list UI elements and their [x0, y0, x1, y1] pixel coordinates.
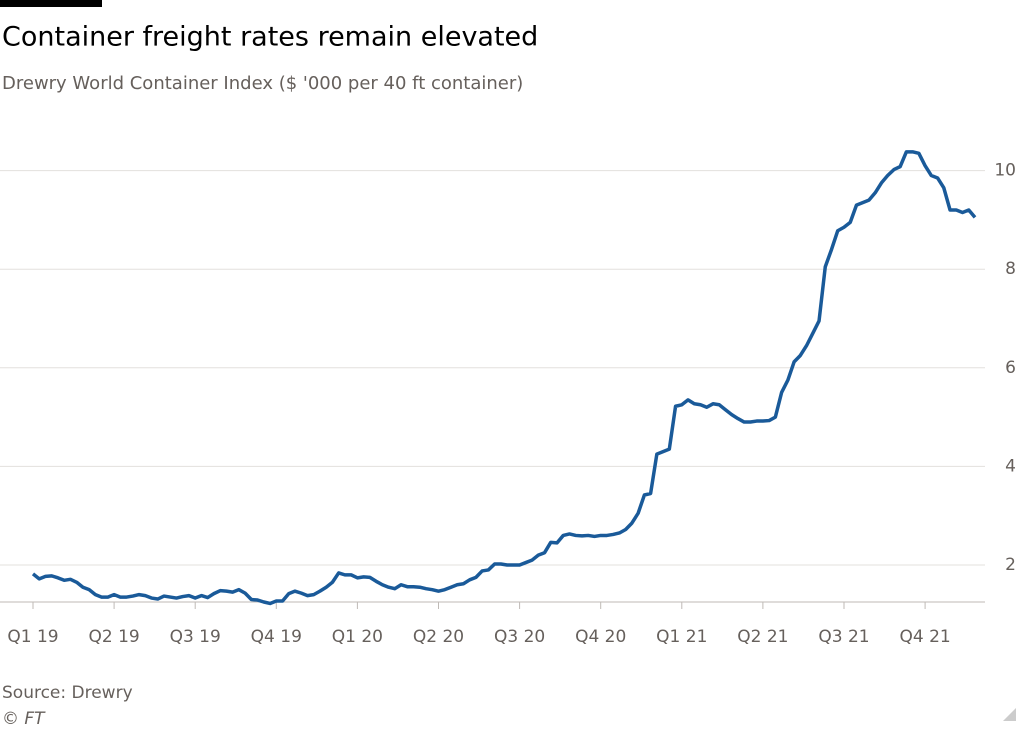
x-tick-label: Q1 21 — [656, 627, 707, 647]
x-tick-label: Q4 20 — [575, 627, 626, 647]
chart-subtitle: Drewry World Container Index ($ '000 per… — [2, 73, 523, 94]
x-tick-label: Q3 20 — [494, 627, 545, 647]
x-tick-label: Q1 19 — [7, 627, 58, 647]
y-tick-label: 6 — [1005, 358, 1016, 378]
x-tick-label: Q2 20 — [413, 627, 464, 647]
x-tick-label: Q3 19 — [170, 627, 221, 647]
x-tick-label: Q2 21 — [737, 627, 788, 647]
credit: © FT — [2, 709, 46, 729]
y-tick-label: 4 — [1005, 456, 1016, 476]
brand-bar — [0, 0, 102, 7]
x-tick-label: Q4 19 — [251, 627, 302, 647]
y-tick-label: 2 — [1005, 555, 1016, 575]
corner-mark — [1003, 708, 1016, 721]
x-tick-label: Q4 21 — [899, 627, 950, 647]
chart-title: Container freight rates remain elevated — [2, 22, 538, 53]
x-tick-label: Q1 20 — [332, 627, 383, 647]
data-line — [31, 150, 977, 606]
x-tick-label: Q2 19 — [88, 627, 139, 647]
y-tick-label: 8 — [1005, 259, 1016, 279]
x-tick-label: Q3 21 — [818, 627, 869, 647]
y-tick-label: 10 — [994, 161, 1016, 181]
source: Source: Drewry — [2, 683, 133, 703]
